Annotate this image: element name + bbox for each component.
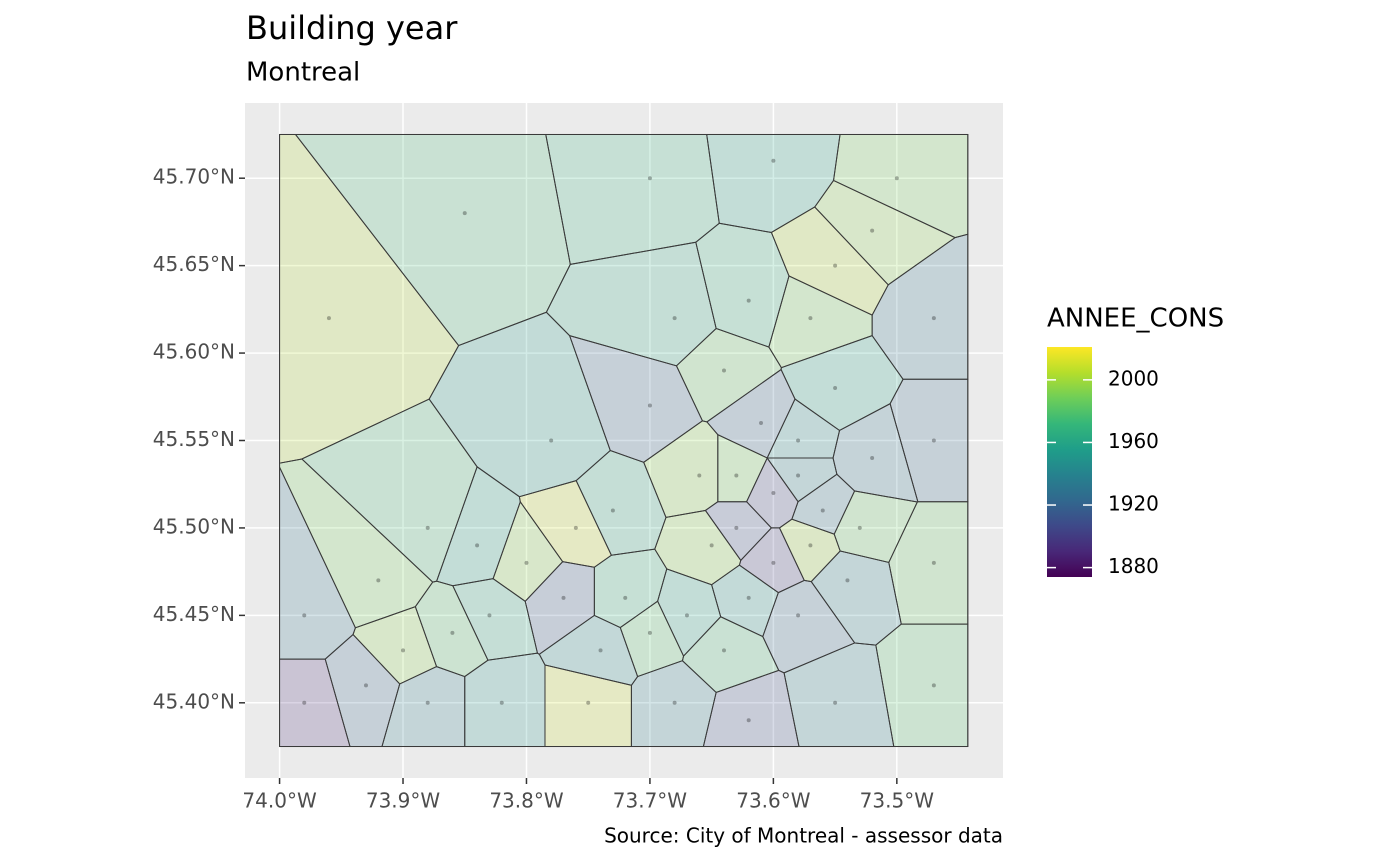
building-point	[425, 525, 430, 530]
y-tick-label: 45.65°N	[153, 252, 235, 276]
building-point	[647, 403, 652, 408]
x-tick-label: 73.8°W	[489, 789, 564, 813]
building-point	[524, 560, 529, 565]
building-point	[931, 560, 936, 565]
building-point	[302, 613, 307, 618]
building-point	[796, 438, 801, 443]
building-point	[808, 316, 813, 321]
building-point	[561, 595, 566, 600]
building-point	[771, 560, 776, 565]
building-point	[759, 421, 764, 426]
voronoi-cell	[766, 457, 838, 503]
building-point	[326, 316, 331, 321]
building-point	[808, 543, 813, 548]
x-tick-label: 73.9°W	[366, 789, 441, 813]
building-point	[401, 648, 406, 653]
voronoi-cell	[833, 490, 919, 564]
legend-tick-label: 1920	[1108, 492, 1159, 516]
legend-tick-label: 2000	[1108, 366, 1159, 390]
x-tick-label: 73.7°W	[613, 789, 688, 813]
colorbar	[1047, 347, 1092, 577]
building-point	[931, 438, 936, 443]
voronoi-cell	[762, 579, 856, 674]
building-point	[734, 525, 739, 530]
voronoi-cell	[414, 580, 489, 678]
y-tick-label: 45.55°N	[153, 427, 235, 451]
building-point	[425, 700, 430, 705]
y-tick-label: 45.60°N	[153, 340, 235, 364]
building-point	[376, 578, 381, 583]
voronoi-cell	[352, 606, 438, 685]
building-point	[796, 473, 801, 478]
building-point	[771, 158, 776, 163]
building-point	[746, 718, 751, 723]
building-point	[845, 578, 850, 583]
y-tick-label: 45.70°N	[153, 165, 235, 189]
building-point	[672, 700, 677, 705]
building-point	[833, 386, 838, 391]
building-point	[450, 630, 455, 635]
building-point	[647, 630, 652, 635]
x-tick-label: 74.0°W	[242, 789, 317, 813]
chart-title: Building year	[246, 9, 458, 47]
building-point	[894, 176, 899, 181]
building-point	[857, 525, 862, 530]
y-tick-label: 45.45°N	[153, 602, 235, 626]
building-point	[697, 473, 702, 478]
voronoi-cell	[770, 206, 889, 316]
building-point	[931, 316, 936, 321]
building-point	[462, 211, 467, 216]
building-point	[746, 298, 751, 303]
building-point	[672, 316, 677, 321]
voronoi-cell	[814, 179, 957, 286]
legend-tick-label: 1880	[1108, 554, 1159, 578]
y-tick-label: 45.40°N	[153, 689, 235, 713]
x-tick-label: 73.6°W	[736, 789, 811, 813]
building-point	[549, 438, 554, 443]
building-point	[573, 525, 578, 530]
building-point	[499, 700, 504, 705]
voronoi-cell	[538, 614, 639, 686]
building-point	[475, 543, 480, 548]
caption: Source: City of Montreal - assessor data	[604, 824, 1003, 848]
building-point	[598, 648, 603, 653]
building-point	[870, 455, 875, 460]
building-point	[870, 228, 875, 233]
voronoi-cell	[452, 578, 539, 661]
building-point	[610, 508, 615, 513]
building-point	[487, 613, 492, 618]
building-point	[623, 595, 628, 600]
building-point	[796, 613, 801, 618]
x-tick-label: 73.5°W	[860, 789, 935, 813]
voronoi-cell	[704, 501, 773, 562]
building-point	[833, 700, 838, 705]
building-point	[833, 263, 838, 268]
chart-subtitle: Montreal	[246, 58, 360, 88]
building-point	[721, 648, 726, 653]
building-point	[647, 176, 652, 181]
building-point	[721, 368, 726, 373]
building-point	[302, 700, 307, 705]
y-tick-label: 45.50°N	[153, 514, 235, 538]
building-point	[734, 473, 739, 478]
building-point	[363, 683, 368, 688]
building-point	[709, 543, 714, 548]
legend-tick-label: 1960	[1108, 429, 1159, 453]
building-point	[746, 595, 751, 600]
building-point	[684, 613, 689, 618]
building-point	[771, 490, 776, 495]
building-point	[820, 508, 825, 513]
building-point	[586, 700, 591, 705]
extent-box	[279, 133, 969, 748]
legend-title: ANNEE_CONS	[1047, 304, 1224, 334]
building-point	[931, 683, 936, 688]
